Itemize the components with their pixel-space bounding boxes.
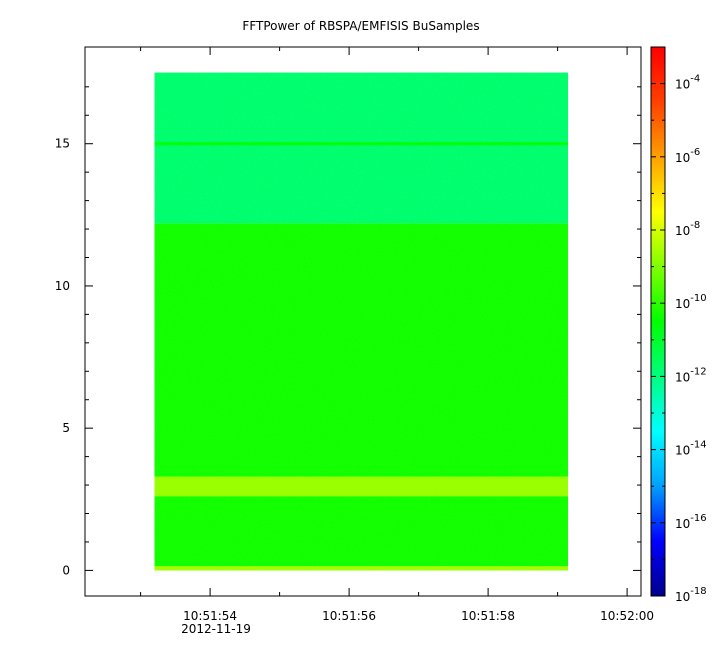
colorbar-tick-base: 10 [675,297,690,311]
colorbar-tick-label: 10-8 [675,220,700,238]
colorbar-tick-exponent: -14 [690,440,706,451]
colorbar-tick-base: 10 [675,151,690,165]
colorbar-tick-label: 10-4 [675,74,700,92]
colorbar-tick-base: 10 [675,590,690,604]
colorbar-tick-exponent: -12 [690,366,706,377]
y-tick-label: 10 [55,279,70,293]
colorbar-tick-label: 10-10 [675,293,707,311]
colorbar-tick-label: 10-12 [675,366,707,384]
x-tick-label: 10:51:54 [183,609,237,623]
colorbar-tick-exponent: -8 [690,220,700,231]
y-tick-label: 15 [55,137,70,151]
colorbar-tick-base: 10 [675,78,690,92]
colorbar-tick-label: 10-6 [675,147,700,165]
colorbar-tick-base: 10 [675,517,690,531]
colorbar-tick-exponent: -4 [690,74,700,85]
colorbar-tick-base: 10 [675,370,690,384]
plot-frame [84,46,642,597]
colorbar [650,46,666,597]
chart-title: FFTPower of RBSPA/EMFISIS BuSamples [242,19,479,33]
y-axis: 0 5 10 15 [55,86,641,577]
heatmap-texture [154,72,569,571]
x-tick-label: 10:51:56 [322,609,376,623]
y-tick-label: 0 [62,563,70,577]
colorbar-tick-base: 10 [675,224,690,238]
x-axis: 10:51:54 10:51:56 10:51:58 10:52:00 [140,47,654,623]
y-tick-label: 5 [62,421,70,435]
colorbar-tick-base: 10 [675,444,690,458]
colorbar-tick-label: 10-14 [675,440,707,458]
colorbar-tick-exponent: -16 [690,513,706,524]
colorbar-tick-exponent: -18 [690,586,706,597]
colorbar-tick-exponent: -6 [690,147,700,158]
x-tick-label: 10:52:00 [600,609,654,623]
colorbar-tick-label: 10-18 [675,586,707,604]
colorbar-tick-label: 10-16 [675,513,707,531]
colorbar-tick-exponent: -10 [690,293,706,304]
heatmap-area [154,72,569,571]
x-tick-label: 10:51:58 [461,609,515,623]
date-label: 2012-11-19 [181,622,251,636]
